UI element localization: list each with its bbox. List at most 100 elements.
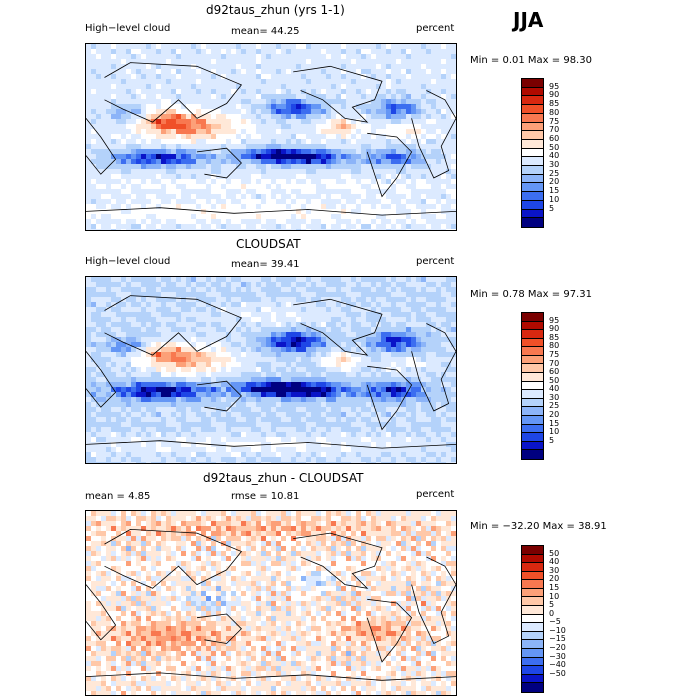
heatmap-cell [336,184,342,190]
heatmap-cell [221,64,227,70]
heatmap-cell [201,322,207,328]
heatmap-cell [221,69,227,75]
heatmap-cell [146,159,152,165]
heatmap-cell [326,179,332,185]
heatmap-cell [426,332,432,338]
heatmap-cell [366,199,372,205]
heatmap-cell [241,79,247,85]
heatmap-cell [366,417,372,423]
heatmap-cell [451,119,456,125]
heatmap-cell [251,312,257,318]
heatmap-cell [181,114,187,120]
heatmap-cell [376,317,382,323]
heatmap-cell [306,317,312,323]
heatmap-cell [296,74,302,80]
heatmap-cell [251,124,257,130]
heatmap-cell [316,194,322,200]
heatmap-cell [376,54,382,60]
heatmap-cell [391,149,397,155]
heatmap-cell [411,352,417,358]
heatmap-cell [336,69,342,75]
heatmap-cell [296,154,302,160]
heatmap-cell [111,159,117,165]
heatmap-cell [201,297,207,303]
heatmap-cell [251,229,257,230]
heatmap-cell [421,312,427,318]
heatmap-cell [201,352,207,358]
heatmap-cell [371,307,377,313]
heatmap-cell [141,179,147,185]
heatmap-cell [396,277,402,283]
heatmap-cell [326,372,332,378]
heatmap-cell [216,179,222,185]
heatmap-cell [91,357,97,363]
heatmap-cell [351,124,357,130]
heatmap-cell [266,229,272,230]
heatmap-cell [331,89,337,95]
heatmap-cell [291,59,297,65]
heatmap-cell [281,397,287,403]
heatmap-cell [91,129,97,135]
heatmap-cell [216,214,222,220]
heatmap-cell [386,94,392,100]
heatmap-cell [306,69,312,75]
heatmap-cell [121,287,127,293]
heatmap-cell [321,84,327,90]
heatmap-cell [171,392,177,398]
heatmap-cell [431,287,437,293]
heatmap-cell [416,322,422,328]
panel1-variable-label: High−level cloud [85,23,171,34]
heatmap-cell [346,99,352,105]
heatmap-cell [426,417,432,423]
heatmap-cell [306,129,312,135]
heatmap-cell [286,412,292,418]
heatmap-cell [446,302,452,308]
heatmap-cell [401,332,407,338]
heatmap-cell [86,392,92,398]
heatmap-cell [366,49,372,55]
heatmap-cell [181,357,187,363]
heatmap-cell [331,64,337,70]
heatmap-cell [346,347,352,353]
heatmap-cell [196,337,202,343]
heatmap-cell [91,159,97,165]
heatmap-cell [401,189,407,195]
heatmap-cell [286,297,292,303]
heatmap-cell [91,194,97,200]
heatmap-cell [141,94,147,100]
heatmap-cell [371,134,377,140]
heatmap-cell [166,84,172,90]
heatmap-cell [416,282,422,288]
heatmap-cell [396,154,402,160]
heatmap-cell [86,312,92,318]
heatmap-cell [306,84,312,90]
heatmap-cell [221,104,227,110]
heatmap-cell [191,407,197,413]
heatmap-cell [196,417,202,423]
heatmap-cell [386,119,392,125]
heatmap-cell [341,412,347,418]
heatmap-cell [146,402,152,408]
heatmap-cell [171,322,177,328]
heatmap-cell [141,292,147,298]
heatmap-cell [256,44,262,50]
heatmap-cell [106,169,112,175]
heatmap-cell [451,397,456,403]
heatmap-cell [91,79,97,85]
heatmap-cell [436,164,442,170]
heatmap-cell [296,129,302,135]
heatmap-cell [106,312,112,318]
heatmap-cell [326,44,332,50]
heatmap-cell [336,149,342,155]
heatmap-cell [226,179,232,185]
heatmap-cell [121,229,127,230]
heatmap-cell [246,392,252,398]
heatmap-cell [141,342,147,348]
heatmap-cell [356,184,362,190]
heatmap-cell [101,54,107,60]
heatmap-cell [141,84,147,90]
heatmap-cell [166,59,172,65]
heatmap-cell [121,214,127,220]
heatmap-cell [141,109,147,115]
heatmap-cell [241,287,247,293]
